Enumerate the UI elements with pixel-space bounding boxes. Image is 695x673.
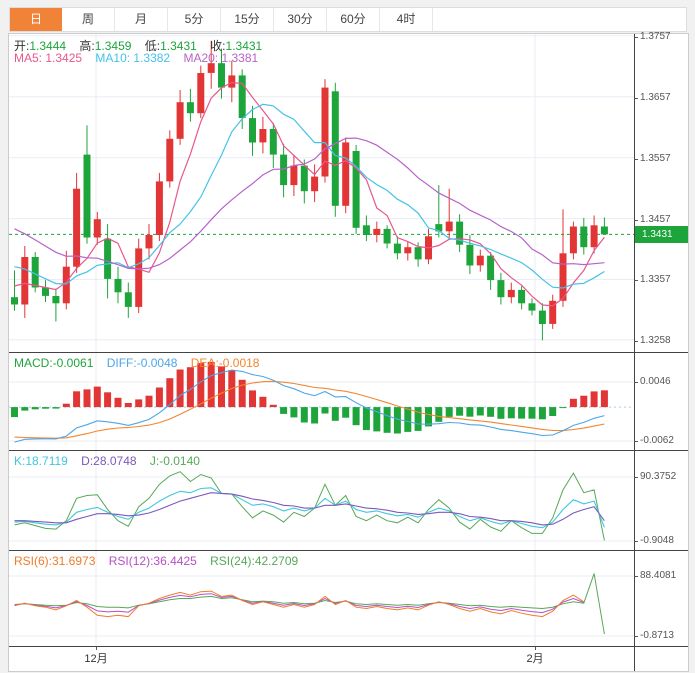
rsi24-value: RSI(24):42.2709	[210, 554, 299, 568]
kdj-plot[interactable]	[9, 451, 634, 550]
date-tick-february	[535, 647, 536, 650]
macd-value: MACD:-0.0061	[14, 356, 94, 370]
separator-rsi-date	[9, 646, 688, 647]
chart-bottom-border	[8, 671, 689, 672]
kdj-tick-2: -0.9048	[634, 535, 674, 546]
close-label: 收:	[210, 39, 226, 53]
tab-60min[interactable]: 60分	[327, 8, 380, 31]
rsi-plot[interactable]	[9, 551, 634, 646]
macd-info-row: MACD:-0.0061 DIFF:-0.0048 DEA:-0.0018	[14, 356, 269, 370]
dea-value: DEA:-0.0018	[190, 356, 260, 370]
timeframe-tabbar: 日 周 月 5分 15分 30分 60分 4时	[9, 7, 687, 32]
price-tick-6: 1.3258	[634, 335, 671, 346]
price-tick-4: 1.3457	[634, 214, 671, 225]
ma20-value: MA20: 1.3381	[183, 51, 259, 65]
price-tick-1: 1.3757	[634, 31, 671, 42]
rsi12-value: RSI(12):36.4425	[108, 554, 197, 568]
high-value: 1.3459	[94, 39, 132, 53]
low-label: 低:	[144, 39, 161, 53]
chart-right-border	[688, 33, 689, 672]
j-value: J:-0.0140	[149, 454, 200, 468]
date-tick-december	[96, 647, 97, 650]
tab-5min[interactable]: 5分	[168, 8, 221, 31]
price-tick-3: 1.3557	[634, 153, 671, 164]
k-value: K:18.7119	[14, 454, 68, 468]
macd-tick-1: 0.0046	[634, 376, 671, 387]
ma5-value: MA5: 1.3425	[14, 51, 83, 65]
diff-value: DIFF:-0.0048	[106, 356, 178, 370]
open-value: 1.3444	[29, 39, 67, 53]
rsi6-value: RSI(6):31.6973	[14, 554, 96, 568]
separator-macd-kdj	[9, 450, 688, 451]
open-label: 开:	[14, 39, 30, 53]
rsi-tick-1: 88.4081	[633, 570, 677, 581]
tab-4hour[interactable]: 4时	[380, 8, 433, 31]
chart-top-border	[8, 33, 689, 34]
d-value: D:28.0748	[81, 454, 137, 468]
rsi-tick-2: -0.8713	[634, 630, 674, 641]
separator-main-macd	[9, 352, 688, 353]
kdj-info-row: K:18.7119 D:28.0748 J:-0.0140	[14, 454, 210, 468]
candlestick-plot[interactable]	[9, 34, 634, 352]
close-value: 1.3431	[225, 39, 263, 53]
ohlc-info-row: 开:1.3444 高:1.3459 低:1.3431 收:1.3431	[14, 37, 272, 54]
tab-15min[interactable]: 15分	[221, 8, 274, 31]
tab-30min[interactable]: 30分	[274, 8, 327, 31]
price-tick-2: 1.3657	[634, 92, 671, 103]
date-label-december: 12月	[84, 653, 108, 665]
tab-day[interactable]: 日	[10, 8, 62, 31]
high-label: 高:	[79, 39, 95, 53]
macd-plot[interactable]	[9, 353, 634, 450]
tab-week[interactable]: 周	[62, 8, 115, 31]
chart-left-border	[8, 33, 9, 672]
ma-info-row: MA5: 1.3425 MA10: 1.3382 MA20: 1.3381	[14, 51, 268, 65]
date-label-february: 2月	[526, 653, 544, 665]
ma10-value: MA10: 1.3382	[95, 51, 171, 65]
rsi-info-row: RSI(6):31.6973 RSI(12):36.4425 RSI(24):4…	[14, 554, 308, 568]
separator-kdj-rsi	[9, 550, 688, 551]
macd-tick-2: -0.0062	[634, 435, 674, 446]
low-value: 1.3431	[160, 39, 197, 53]
date-axis	[9, 647, 634, 671]
tab-month[interactable]: 月	[115, 8, 168, 31]
kdj-tick-1: 90.3752	[633, 471, 677, 482]
current-price-badge: 1.3431	[635, 226, 688, 243]
price-tick-5: 1.3357	[634, 274, 671, 285]
